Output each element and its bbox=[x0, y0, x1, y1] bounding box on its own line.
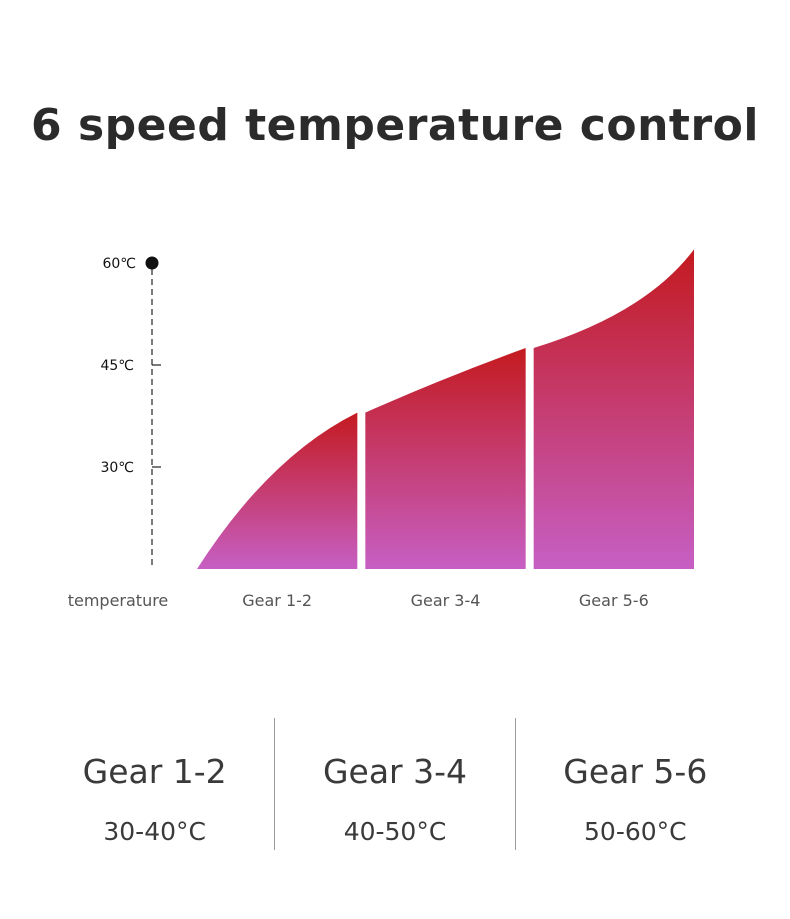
summary-gear-range: 50-60°C bbox=[584, 817, 687, 846]
y-tick-label: 30℃ bbox=[100, 460, 134, 476]
x-category-label: Gear 5-6 bbox=[579, 591, 649, 610]
summary-gear-range: 40-50°C bbox=[343, 817, 447, 846]
y-tick-label: 60℃ bbox=[102, 256, 136, 272]
gear-summary: Gear 1-2 30-40°C Gear 3-4 40-50°C Gear 5… bbox=[35, 718, 755, 850]
segment-gear-1-2 bbox=[197, 412, 358, 569]
summary-gear-range: 30-40°C bbox=[103, 817, 206, 846]
summary-gear-3-4: Gear 3-4 40-50°C bbox=[274, 718, 514, 850]
segment-gear-3-4 bbox=[365, 348, 526, 569]
segment-gear-5-6 bbox=[533, 249, 694, 569]
y-axis-top-marker bbox=[145, 256, 159, 270]
x-axis-label: temperature bbox=[68, 591, 169, 610]
temperature-chart: 60℃ 45℃ 30℃ temperature Gear 1-2 Gear 3-4 Gear… bbox=[68, 249, 694, 610]
summary-gear-name: Gear 3-4 bbox=[322, 752, 468, 791]
y-tick-label: 45℃ bbox=[100, 358, 134, 374]
summary-gear-name: Gear 5-6 bbox=[563, 752, 708, 791]
x-category-label: Gear 1-2 bbox=[242, 591, 312, 610]
page-title: 6 speed temperature control bbox=[31, 100, 759, 151]
x-category-label: Gear 3-4 bbox=[411, 591, 481, 610]
summary-gear-5-6: Gear 5-6 50-60°C bbox=[514, 718, 755, 850]
summary-gear-1-2: Gear 1-2 30-40°C bbox=[35, 718, 274, 850]
summary-gear-name: Gear 1-2 bbox=[82, 752, 227, 791]
